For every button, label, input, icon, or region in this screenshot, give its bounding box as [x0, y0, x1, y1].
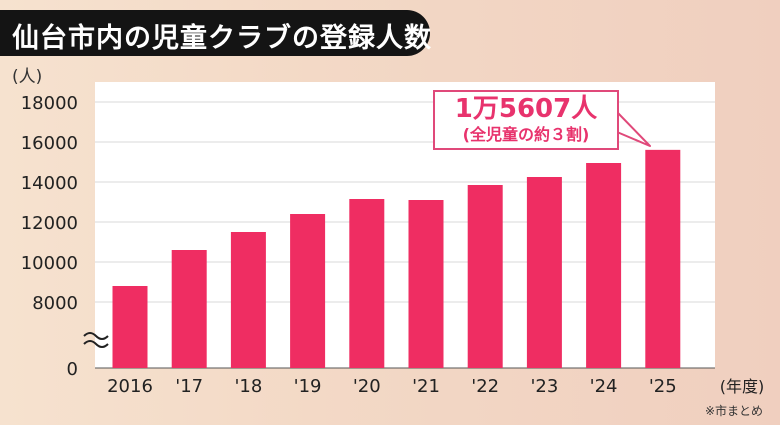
y-tick-label: 16000 — [21, 133, 78, 154]
x-tick-label: 2016 — [107, 376, 153, 397]
chart-title: 仙台市内の児童クラブの登録人数 — [12, 23, 432, 54]
bar-18 — [230, 232, 266, 368]
x-tick-label: '19 — [294, 376, 322, 397]
x-tick-label: '24 — [590, 376, 618, 397]
bar-20 — [349, 199, 385, 368]
x-tick-label: '20 — [353, 376, 381, 397]
y-axis-unit: (人) — [12, 67, 43, 87]
bar-2016 — [112, 286, 148, 368]
bar-17 — [171, 250, 207, 368]
bar-19 — [290, 214, 326, 368]
x-tick-label: '21 — [412, 376, 440, 397]
y-tick-label: 10000 — [21, 253, 78, 274]
callout-main-value: 1万5607人 — [454, 94, 598, 124]
x-tick-label: '22 — [471, 376, 499, 397]
axis-break-icon — [83, 332, 109, 348]
bar-22 — [467, 185, 503, 368]
bar-25 — [645, 149, 681, 368]
bar-23 — [526, 177, 562, 368]
x-tick-label: '25 — [649, 376, 677, 397]
y-tick-label: 12000 — [21, 213, 78, 234]
y-tick-label: 18000 — [21, 93, 78, 114]
x-tick-label: '23 — [530, 376, 558, 397]
title-banner: 仙台市内の児童クラブの登録人数 — [0, 10, 432, 56]
y-tick-label: 0 — [67, 359, 78, 380]
bar-24 — [586, 163, 622, 368]
x-tick-label: '18 — [234, 376, 262, 397]
y-tick-label: 8000 — [32, 293, 78, 314]
callout-subtext: (全児童の約３割) — [462, 125, 590, 144]
x-tick-label: '17 — [175, 376, 203, 397]
callout-box: 1万5607人 (全児童の約３割) — [433, 90, 619, 150]
y-tick-label: 14000 — [21, 173, 78, 194]
bar-21 — [408, 200, 444, 368]
x-axis-label: (年度) — [720, 377, 765, 396]
source-note: ※市まとめ — [705, 404, 764, 418]
